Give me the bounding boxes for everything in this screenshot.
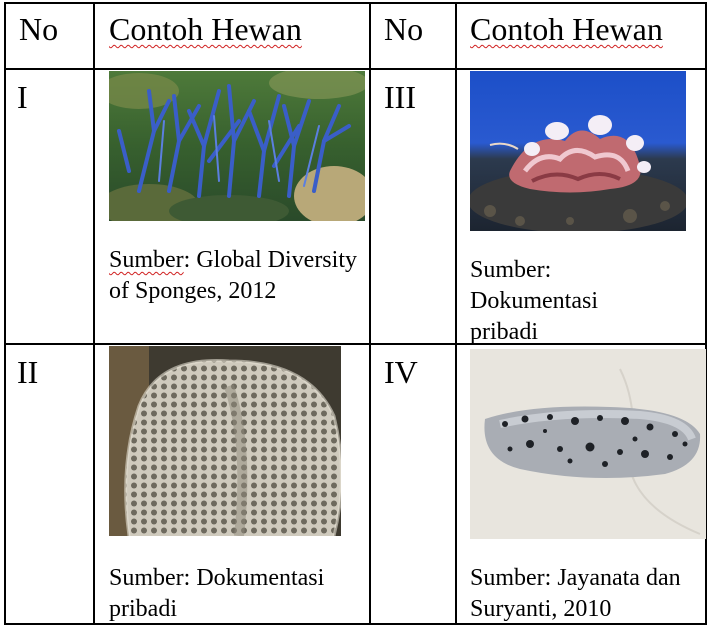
giant-clam-photo (470, 71, 686, 231)
source-label: Sumber (109, 247, 184, 273)
source-caption-II: Sumber: Dokumentasi pribadi (109, 563, 364, 625)
row-number-I: I (17, 79, 28, 115)
header-no-1: No (19, 11, 59, 47)
source-text: : Global Diversity of Sponges, 2012 (109, 247, 357, 304)
table-border-right (705, 2, 707, 625)
table-border-left (4, 2, 6, 625)
header-contoh-hewan-2: Contoh Hewan (470, 11, 663, 47)
sea-cucumber-photo (470, 349, 706, 539)
source-label: Sumber: (470, 257, 552, 283)
source-text: Dokumentasi pribadi (470, 288, 598, 345)
source-text: Jayanata dan Suryanti, 2010 (470, 565, 681, 622)
table-border-top (4, 2, 707, 4)
source-caption-III: Sumber: Dokumentasi pribadi (470, 255, 700, 348)
blue-sponge-photo (109, 71, 365, 221)
source-label: Sumber: (109, 565, 191, 591)
header-contoh-hewan-1: Contoh Hewan (109, 11, 302, 47)
row-number-IV: IV (384, 354, 418, 390)
source-label: Sumber: (470, 565, 552, 591)
table-border-col3 (455, 2, 457, 625)
table-border-middle (4, 343, 707, 345)
table-border-col1 (93, 2, 95, 625)
source-caption-I: Sumber: Global Diversity of Sponges, 201… (109, 245, 364, 307)
source-text: Dokumentasi pribadi (109, 565, 325, 622)
row-number-II: II (17, 354, 39, 390)
porous-sponge-photo (109, 346, 341, 536)
header-no-2: No (384, 11, 424, 47)
table-border-bottom (4, 623, 707, 625)
row-number-III: III (384, 79, 416, 115)
table-border-col2 (369, 2, 371, 625)
source-caption-IV: Sumber: Jayanata dan Suryanti, 2010 (470, 563, 700, 625)
table-border-header (4, 68, 707, 70)
